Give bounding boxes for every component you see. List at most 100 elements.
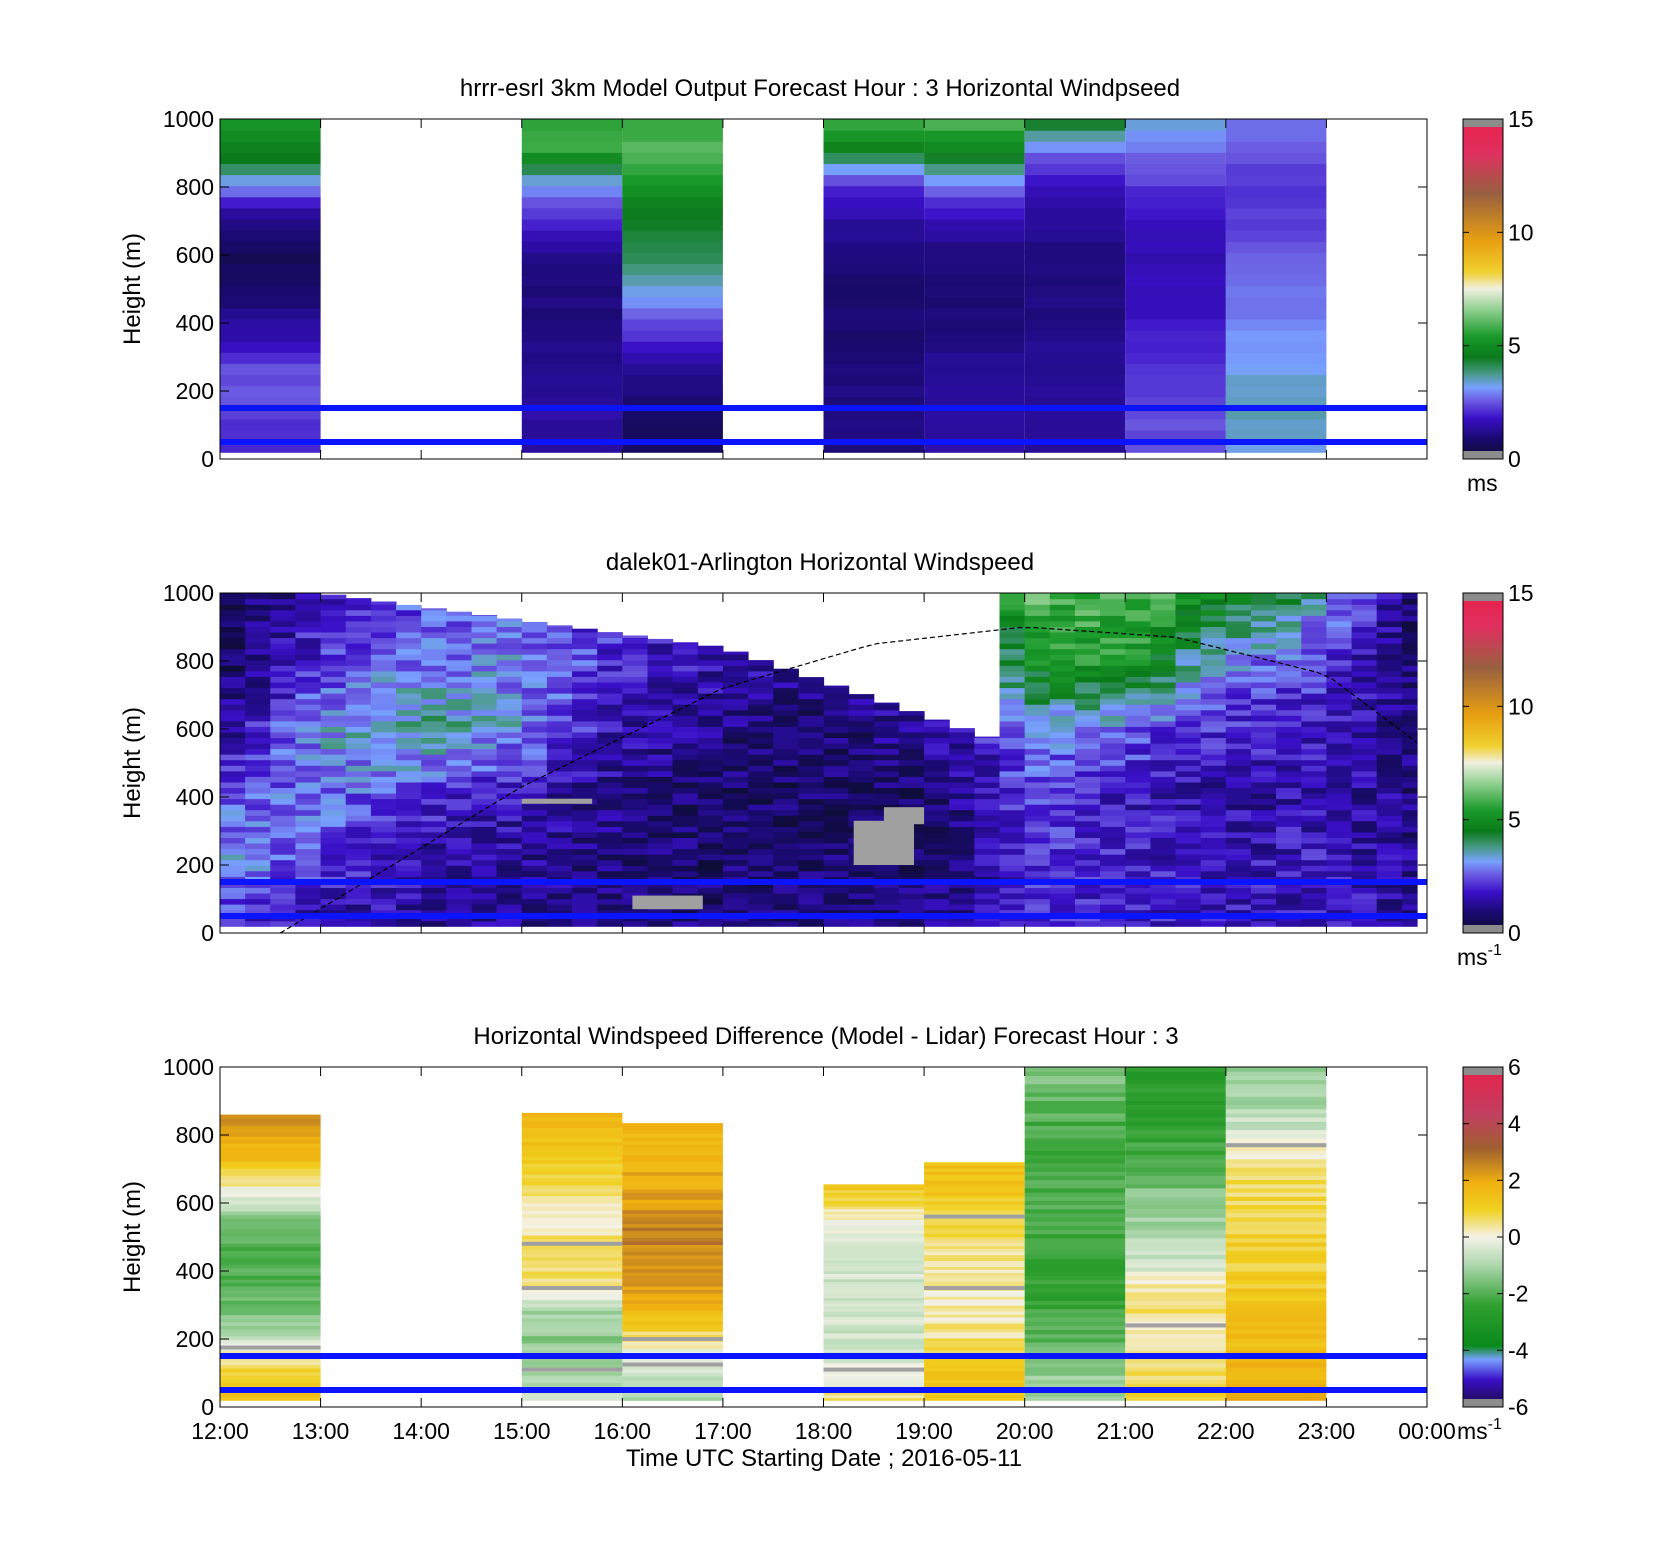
heatmap-cell bbox=[1225, 207, 1327, 220]
colorbar-gradient bbox=[1463, 593, 1503, 933]
heatmap-cell bbox=[1351, 643, 1378, 650]
heatmap-cell bbox=[1024, 654, 1051, 661]
heatmap-cell bbox=[1225, 352, 1327, 364]
heatmap-cell bbox=[270, 920, 296, 927]
heatmap-cell bbox=[446, 731, 472, 738]
heatmap-cell bbox=[421, 898, 447, 905]
heatmap-cell bbox=[999, 648, 1026, 655]
heatmap-cell bbox=[748, 854, 774, 861]
heatmap-cell bbox=[798, 726, 825, 733]
heatmap-cell bbox=[1125, 1329, 1226, 1335]
heatmap-cell bbox=[245, 609, 271, 616]
heatmap-cell bbox=[1251, 648, 1277, 655]
heatmap-cell bbox=[697, 820, 724, 827]
heatmap-cell bbox=[1225, 770, 1252, 777]
heatmap-cell bbox=[1024, 698, 1051, 705]
heatmap-cell bbox=[1276, 892, 1302, 900]
heatmap-cell bbox=[471, 826, 498, 833]
heatmap-cell bbox=[572, 831, 598, 838]
heatmap-cell bbox=[572, 870, 598, 877]
heatmap-cell bbox=[1200, 837, 1227, 844]
heatmap-cell bbox=[295, 665, 322, 672]
heatmap-cell bbox=[1376, 848, 1403, 855]
heatmap-cell bbox=[396, 892, 422, 900]
heatmap-cell bbox=[1251, 609, 1277, 616]
heatmap-cell bbox=[974, 920, 1001, 927]
heatmap-cell bbox=[999, 787, 1026, 794]
heatmap-cell bbox=[220, 1311, 321, 1316]
heatmap-cell bbox=[622, 831, 648, 838]
heatmap-cell bbox=[1125, 1187, 1226, 1193]
heatmap-cell bbox=[597, 904, 623, 911]
heatmap-cell bbox=[572, 631, 598, 639]
heatmap-cell bbox=[1225, 648, 1252, 655]
heatmap-cell bbox=[320, 654, 347, 661]
heatmap-cell bbox=[220, 396, 321, 409]
heatmap-cell bbox=[1301, 620, 1327, 627]
heatmap-cell bbox=[647, 798, 674, 805]
heatmap-cell bbox=[270, 698, 296, 705]
heatmap-cell bbox=[572, 659, 598, 666]
heatmap-cell bbox=[1049, 643, 1076, 650]
heatmap-cell bbox=[1326, 615, 1353, 622]
heatmap-cell bbox=[1125, 1346, 1226, 1351]
heatmap-cell bbox=[697, 754, 724, 761]
heatmap-cell bbox=[1100, 842, 1126, 850]
heatmap-cell bbox=[999, 693, 1026, 700]
heatmap-cell bbox=[647, 759, 674, 766]
heatmap-cell bbox=[1276, 704, 1302, 711]
heatmap-cell bbox=[521, 731, 548, 738]
colorbar-under-cap bbox=[1463, 925, 1503, 933]
heatmap-cell bbox=[823, 119, 925, 131]
heatmap-cell bbox=[220, 196, 321, 209]
heatmap-cell bbox=[370, 601, 397, 605]
heatmap-cell bbox=[1125, 598, 1151, 605]
heatmap-cell bbox=[1049, 637, 1076, 644]
heatmap-cell bbox=[1075, 681, 1101, 689]
heatmap-cell bbox=[999, 615, 1026, 622]
heatmap-cell bbox=[647, 643, 674, 650]
heatmap-cell bbox=[622, 1168, 723, 1173]
heatmap-cell bbox=[1150, 792, 1177, 800]
heatmap-cell bbox=[622, 687, 648, 694]
heatmap-cell bbox=[245, 787, 271, 794]
heatmap-cell bbox=[823, 815, 850, 822]
heatmap-cell bbox=[1376, 670, 1403, 677]
heatmap-cell bbox=[1125, 1279, 1226, 1285]
heatmap-cell bbox=[999, 870, 1026, 877]
heatmap-cell bbox=[1326, 854, 1353, 861]
heatmap-cell bbox=[1376, 798, 1403, 805]
heatmap-cell bbox=[220, 1371, 321, 1376]
heatmap-cell bbox=[1225, 1225, 1327, 1231]
heatmap-cell bbox=[1024, 643, 1051, 650]
heatmap-cell bbox=[1024, 119, 1126, 131]
heatmap-cell bbox=[546, 854, 573, 861]
heatmap-cell bbox=[546, 820, 573, 827]
heatmap-cell bbox=[220, 1132, 321, 1137]
heatmap-cell bbox=[1024, 352, 1126, 364]
heatmap-cell bbox=[1049, 609, 1076, 616]
heatmap-cell bbox=[999, 637, 1026, 644]
heatmap-cell bbox=[320, 670, 347, 677]
heatmap-cell bbox=[1276, 626, 1302, 633]
heatmap-cell bbox=[320, 887, 347, 894]
heatmap-cell bbox=[496, 820, 523, 827]
heatmap-cell bbox=[1150, 848, 1177, 855]
heatmap-cell bbox=[1225, 1316, 1327, 1322]
heatmap-cell bbox=[320, 865, 347, 872]
heatmap-cell bbox=[672, 820, 699, 827]
heatmap-cell bbox=[446, 815, 472, 822]
heatmap-cell bbox=[924, 374, 1025, 387]
heatmap-cell bbox=[446, 681, 472, 689]
heatmap-cell bbox=[748, 726, 774, 733]
heatmap-cell bbox=[924, 1203, 1025, 1208]
heatmap-cell bbox=[697, 698, 724, 705]
heatmap-cell bbox=[1024, 1183, 1126, 1189]
colorbar-tick-label: 2 bbox=[1508, 1167, 1521, 1193]
y-tick-label: 0 bbox=[201, 446, 214, 472]
heatmap-cell bbox=[471, 920, 498, 927]
heatmap-cell bbox=[722, 826, 749, 833]
heatmap-cell bbox=[1225, 1104, 1327, 1110]
missing-cell bbox=[1125, 1323, 1226, 1328]
heatmap-cell bbox=[345, 726, 372, 733]
